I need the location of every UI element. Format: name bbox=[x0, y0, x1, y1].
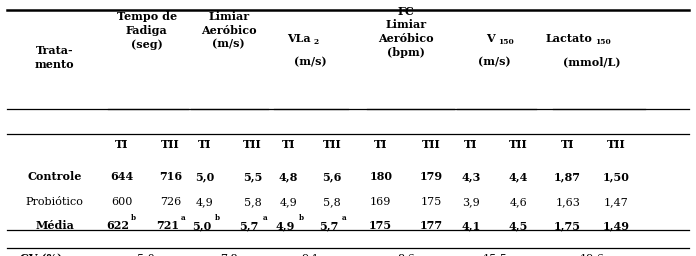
Text: TII: TII bbox=[509, 139, 528, 150]
Text: Tempo de
Fadiga
(seg): Tempo de Fadiga (seg) bbox=[117, 11, 177, 50]
Text: 175: 175 bbox=[369, 220, 393, 231]
Text: 5,7: 5,7 bbox=[239, 220, 259, 231]
Text: 726: 726 bbox=[160, 197, 181, 207]
Text: b: b bbox=[299, 214, 303, 222]
Text: 5,8: 5,8 bbox=[324, 197, 341, 207]
Text: TII: TII bbox=[161, 139, 180, 150]
Text: 5,5: 5,5 bbox=[243, 172, 262, 183]
Text: 1,50: 1,50 bbox=[603, 172, 629, 183]
Text: (m/s): (m/s) bbox=[478, 57, 511, 68]
Text: 721: 721 bbox=[156, 220, 179, 231]
Text: Média: Média bbox=[35, 220, 74, 231]
Text: TII: TII bbox=[323, 139, 342, 150]
Text: 179: 179 bbox=[420, 172, 443, 183]
Text: Trata-
mento: Trata- mento bbox=[35, 45, 74, 70]
Text: 4,1: 4,1 bbox=[461, 220, 480, 231]
Text: 175: 175 bbox=[420, 197, 442, 207]
Text: 4,4: 4,4 bbox=[509, 172, 528, 183]
Text: VLa: VLa bbox=[287, 33, 310, 44]
Text: TI: TI bbox=[561, 139, 574, 150]
Text: 600: 600 bbox=[111, 197, 132, 207]
Text: 9,1: 9,1 bbox=[301, 253, 319, 256]
Text: V: V bbox=[486, 33, 495, 44]
Text: 1,63: 1,63 bbox=[555, 197, 580, 207]
Text: a: a bbox=[180, 214, 185, 222]
Text: (m/s): (m/s) bbox=[294, 57, 327, 68]
Text: 644: 644 bbox=[110, 172, 133, 183]
Text: 4,8: 4,8 bbox=[279, 172, 299, 183]
Text: 150: 150 bbox=[596, 38, 611, 46]
Text: Controle: Controle bbox=[28, 172, 82, 183]
Text: 5,6: 5,6 bbox=[323, 172, 342, 183]
Text: TII: TII bbox=[243, 139, 262, 150]
Text: (mmol/L): (mmol/L) bbox=[564, 57, 621, 68]
Text: TI: TI bbox=[198, 139, 212, 150]
Text: 1,47: 1,47 bbox=[603, 197, 628, 207]
Text: TII: TII bbox=[422, 139, 441, 150]
Text: CV (%): CV (%) bbox=[20, 253, 62, 256]
Text: 177: 177 bbox=[420, 220, 443, 231]
Text: 4,9: 4,9 bbox=[196, 197, 214, 207]
Text: TI: TI bbox=[115, 139, 128, 150]
Text: 4,9: 4,9 bbox=[276, 220, 295, 231]
Text: 1,87: 1,87 bbox=[554, 172, 581, 183]
Text: TI: TI bbox=[282, 139, 295, 150]
Text: 622: 622 bbox=[106, 220, 129, 231]
Text: Limiar
Aeróbico
(m/s): Limiar Aeróbico (m/s) bbox=[201, 11, 256, 50]
Text: TI: TI bbox=[374, 139, 388, 150]
Text: 8,6: 8,6 bbox=[397, 253, 415, 256]
Text: 2: 2 bbox=[314, 38, 319, 46]
Text: 7,8: 7,8 bbox=[220, 253, 237, 256]
Text: TI: TI bbox=[464, 139, 477, 150]
Text: 4,6: 4,6 bbox=[509, 197, 528, 207]
Text: 5,0: 5,0 bbox=[137, 253, 155, 256]
Text: 1,75: 1,75 bbox=[554, 220, 581, 231]
Text: 4,3: 4,3 bbox=[461, 172, 480, 183]
Text: b: b bbox=[132, 214, 136, 222]
Text: TII: TII bbox=[607, 139, 626, 150]
Text: a: a bbox=[262, 214, 267, 222]
Text: 169: 169 bbox=[370, 197, 391, 207]
Text: 19,6: 19,6 bbox=[580, 253, 605, 256]
Text: 3,9: 3,9 bbox=[462, 197, 480, 207]
Text: 4,5: 4,5 bbox=[509, 220, 528, 231]
Text: 5,8: 5,8 bbox=[244, 197, 262, 207]
Text: 5,0: 5,0 bbox=[191, 220, 211, 231]
Text: 15,5: 15,5 bbox=[482, 253, 507, 256]
Text: b: b bbox=[214, 214, 220, 222]
Text: 180: 180 bbox=[370, 172, 393, 183]
Text: 4,9: 4,9 bbox=[280, 197, 297, 207]
Text: Probiótico: Probiótico bbox=[26, 197, 84, 207]
Text: a: a bbox=[342, 214, 347, 222]
Text: 1,49: 1,49 bbox=[603, 220, 630, 231]
Text: 150: 150 bbox=[498, 38, 514, 46]
Text: FC
Limiar
Aeróbico
(bpm): FC Limiar Aeróbico (bpm) bbox=[378, 6, 434, 58]
Text: Lactato: Lactato bbox=[545, 33, 592, 44]
Text: 5,0: 5,0 bbox=[195, 172, 214, 183]
Text: 716: 716 bbox=[159, 172, 182, 183]
Text: 5,7: 5,7 bbox=[319, 220, 338, 231]
